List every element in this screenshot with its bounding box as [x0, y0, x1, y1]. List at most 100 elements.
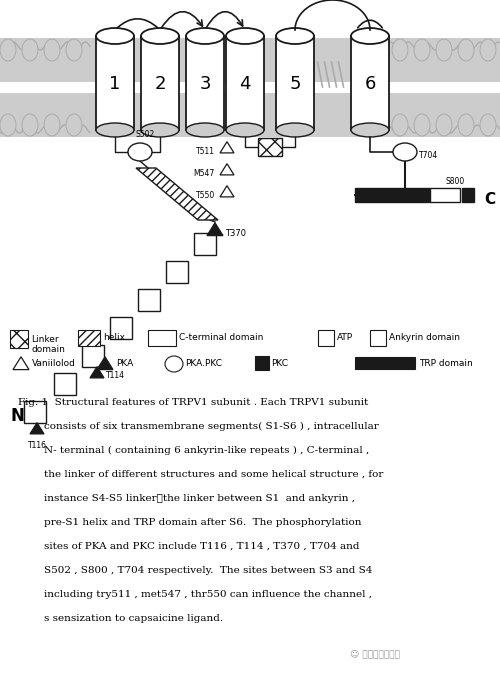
Text: Ankyrin domain: Ankyrin domain: [389, 333, 460, 343]
Ellipse shape: [22, 114, 38, 136]
Text: including try511 , met547 , thr550 can influence the channel ,: including try511 , met547 , thr550 can i…: [18, 590, 372, 599]
FancyBboxPatch shape: [276, 36, 314, 130]
Ellipse shape: [393, 143, 417, 161]
FancyBboxPatch shape: [430, 188, 460, 202]
Text: N: N: [10, 407, 24, 425]
Ellipse shape: [96, 28, 134, 44]
FancyBboxPatch shape: [355, 188, 430, 202]
FancyBboxPatch shape: [78, 330, 100, 346]
FancyBboxPatch shape: [186, 36, 224, 130]
Text: S800: S800: [446, 177, 464, 186]
Text: PKA.PKC: PKA.PKC: [185, 360, 222, 368]
FancyBboxPatch shape: [166, 261, 188, 283]
Ellipse shape: [66, 114, 82, 136]
FancyBboxPatch shape: [226, 36, 264, 130]
Text: instance S4-S5 linker、the linker between S1  and ankyrin ,: instance S4-S5 linker、the linker between…: [18, 494, 355, 503]
Text: M547: M547: [194, 168, 215, 178]
Text: 1: 1: [110, 75, 120, 93]
Text: PKA: PKA: [116, 360, 133, 368]
FancyBboxPatch shape: [194, 233, 216, 255]
Ellipse shape: [96, 123, 134, 137]
Ellipse shape: [44, 39, 60, 61]
Polygon shape: [207, 223, 223, 236]
FancyBboxPatch shape: [0, 38, 500, 82]
Text: helix: helix: [103, 333, 125, 343]
FancyBboxPatch shape: [82, 345, 104, 367]
Polygon shape: [90, 366, 104, 378]
Text: 6: 6: [364, 75, 376, 93]
FancyBboxPatch shape: [258, 138, 282, 156]
Ellipse shape: [226, 123, 264, 137]
FancyBboxPatch shape: [96, 36, 134, 130]
Text: N- terminal ( containing 6 ankyrin-like repeats ) , C-terminal ,: N- terminal ( containing 6 ankyrin-like …: [18, 446, 369, 455]
Text: C-terminal domain: C-terminal domain: [179, 333, 264, 343]
Ellipse shape: [480, 39, 496, 61]
Text: pre-S1 helix and TRP domain after S6.  The phosphorylation: pre-S1 helix and TRP domain after S6. Th…: [18, 518, 362, 527]
FancyBboxPatch shape: [141, 36, 179, 130]
Text: 2: 2: [154, 75, 166, 93]
Ellipse shape: [414, 39, 430, 61]
Text: T116: T116: [28, 441, 46, 450]
Text: ☺ 神经解剖学杂志: ☺ 神经解剖学杂志: [350, 649, 400, 658]
Text: the linker of different structures and some helical structure , for: the linker of different structures and s…: [18, 470, 384, 479]
Ellipse shape: [22, 39, 38, 61]
Ellipse shape: [66, 39, 82, 61]
Ellipse shape: [141, 28, 179, 44]
Text: TRP domain: TRP domain: [419, 360, 473, 368]
Ellipse shape: [0, 114, 16, 136]
Ellipse shape: [458, 39, 474, 61]
Text: S502 , S800 , T704 respectively.  The sites between S3 and S4: S502 , S800 , T704 respectively. The sit…: [18, 566, 372, 575]
Text: consists of six transmembrane segments( S1-S6 ) , intracellular: consists of six transmembrane segments( …: [18, 422, 379, 431]
Text: T370: T370: [225, 228, 246, 237]
Ellipse shape: [458, 114, 474, 136]
Ellipse shape: [44, 114, 60, 136]
Text: 3: 3: [199, 75, 211, 93]
FancyBboxPatch shape: [24, 401, 46, 423]
Ellipse shape: [276, 28, 314, 44]
FancyBboxPatch shape: [370, 330, 386, 346]
FancyBboxPatch shape: [148, 330, 176, 346]
Ellipse shape: [480, 114, 496, 136]
Ellipse shape: [276, 123, 314, 137]
Ellipse shape: [392, 39, 408, 61]
Ellipse shape: [414, 114, 430, 136]
Ellipse shape: [436, 39, 452, 61]
Text: Fig. 1  Structural features of TRPV1 subunit . Each TRPV1 subunit: Fig. 1 Structural features of TRPV1 subu…: [18, 398, 368, 407]
Text: T114: T114: [106, 372, 125, 381]
FancyBboxPatch shape: [110, 317, 132, 339]
Text: T511: T511: [196, 147, 215, 155]
Text: Vaniilolod: Vaniilolod: [32, 360, 76, 368]
Text: C: C: [484, 193, 495, 208]
Ellipse shape: [165, 356, 183, 372]
Text: T704: T704: [419, 151, 438, 160]
Polygon shape: [30, 422, 44, 434]
Text: ATP: ATP: [337, 333, 353, 343]
FancyBboxPatch shape: [138, 289, 160, 311]
Text: sites of PKA and PKC include T116 , T114 , T370 , T704 and: sites of PKA and PKC include T116 , T114…: [18, 542, 359, 551]
Text: S502: S502: [136, 130, 155, 139]
Polygon shape: [97, 357, 113, 370]
FancyBboxPatch shape: [255, 356, 269, 370]
Text: PKC: PKC: [271, 360, 288, 368]
Text: Linker
domain: Linker domain: [31, 335, 65, 354]
FancyBboxPatch shape: [0, 93, 500, 137]
FancyBboxPatch shape: [54, 373, 76, 395]
FancyBboxPatch shape: [351, 36, 389, 130]
Text: s sensization to capsaicine ligand.: s sensization to capsaicine ligand.: [18, 614, 223, 623]
Ellipse shape: [128, 143, 152, 161]
Ellipse shape: [141, 123, 179, 137]
Ellipse shape: [436, 114, 452, 136]
Ellipse shape: [0, 39, 16, 61]
Ellipse shape: [351, 123, 389, 137]
Ellipse shape: [186, 28, 224, 44]
Polygon shape: [136, 168, 218, 220]
FancyBboxPatch shape: [462, 188, 474, 202]
Ellipse shape: [226, 28, 264, 44]
FancyBboxPatch shape: [318, 330, 334, 346]
Ellipse shape: [392, 114, 408, 136]
Text: T550: T550: [196, 191, 215, 199]
Ellipse shape: [351, 28, 389, 44]
FancyBboxPatch shape: [10, 330, 28, 348]
Text: 5: 5: [289, 75, 301, 93]
FancyBboxPatch shape: [355, 357, 415, 369]
